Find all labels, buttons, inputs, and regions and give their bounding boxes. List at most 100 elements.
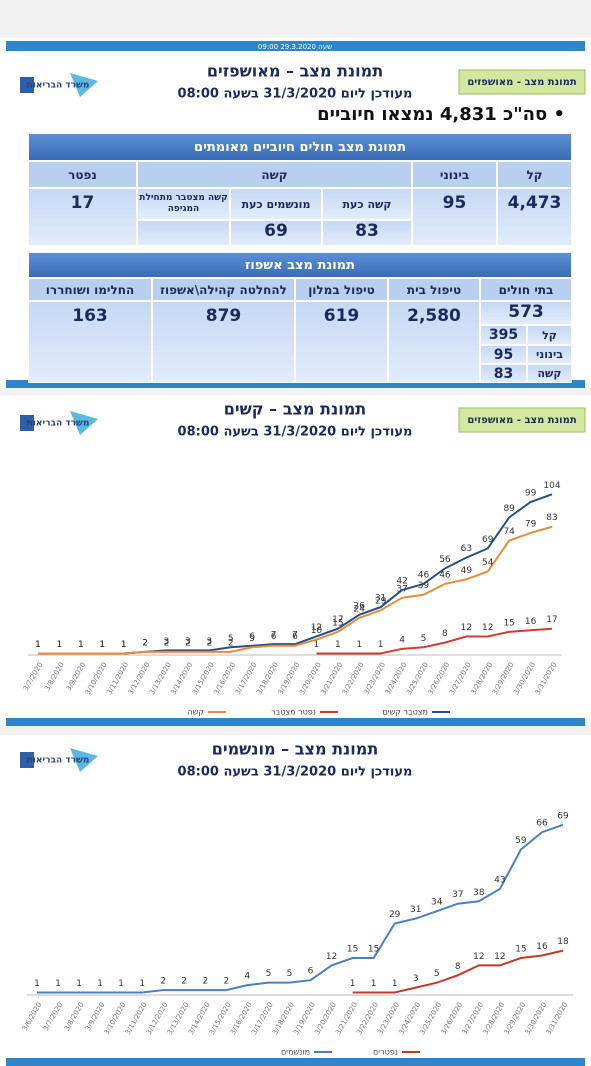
value-label: 17 <box>332 615 343 625</box>
table-title: תמונת מצב אשפוז <box>28 252 572 278</box>
value-label: 16 <box>536 942 548 952</box>
value-label: 1 <box>356 640 362 650</box>
summary: • סה"כ 4,831 נמצאו חיוביים <box>317 104 565 125</box>
value-label: 56 <box>439 555 451 565</box>
value-label: 2 <box>228 638 234 648</box>
cell: 163 <box>28 301 152 383</box>
cell: 4,473 <box>497 188 572 246</box>
cell: 83 <box>322 220 412 246</box>
tag <box>458 407 586 433</box>
value-label: 5 <box>228 634 234 644</box>
value-label: 5 <box>287 969 293 979</box>
cell: 879 <box>152 301 295 383</box>
logo-mark <box>70 411 98 435</box>
chart-subtitle: מעודכן ליום 31/3/2020 בשעה 08:00 <box>178 765 413 780</box>
value-label: 15 <box>347 945 358 955</box>
value-label: 104 <box>543 481 560 491</box>
value-label: 12 <box>326 952 337 962</box>
series-line <box>352 949 564 994</box>
value-label: 6 <box>308 967 314 977</box>
value-label: 38 <box>473 888 485 898</box>
sub-header: קשה מצטבר מתחילת המגיפה <box>137 188 230 220</box>
value-label: 43 <box>494 875 505 885</box>
cell: 17 <box>28 188 137 246</box>
value-label: 18 <box>557 937 569 947</box>
chart-subtitle: מעודכן ליום 31/3/2020 בשעה 08:00 <box>178 425 413 440</box>
value-label: 24 <box>354 604 366 614</box>
value-label: 4 <box>399 635 405 645</box>
value-label: 34 <box>431 898 443 908</box>
value-label: 37 <box>452 890 463 900</box>
value-label: 54 <box>482 558 494 568</box>
value-label: 7 <box>292 631 298 641</box>
value-label: 83 <box>546 513 557 523</box>
value-label: 1 <box>121 640 127 650</box>
value-label: 1 <box>35 640 41 650</box>
value-label: 63 <box>461 544 472 554</box>
value-label: 1 <box>57 640 63 650</box>
value-label: 2 <box>160 977 166 987</box>
value-label: 1 <box>97 979 103 989</box>
value-label: 5 <box>434 969 440 979</box>
header: בתי חולים <box>480 278 572 301</box>
chart-title: תמונת מצב – מונשמים <box>212 740 379 759</box>
subtitle: מעודכן ליום 31/3/2020 בשעה 08:00 <box>178 87 413 102</box>
value-label: 31 <box>375 594 386 604</box>
value-label: 1 <box>99 640 105 650</box>
value-label: 15 <box>368 945 379 955</box>
panel <box>0 395 591 725</box>
value-label: 59 <box>515 836 527 846</box>
cell: 95 <box>412 188 497 246</box>
cell: 573 <box>480 301 572 325</box>
value-label: 2 <box>142 638 148 648</box>
value-label: 3 <box>185 637 191 647</box>
value-label: 12 <box>311 623 322 633</box>
series-line <box>38 525 553 655</box>
value-label: 1 <box>78 640 84 650</box>
tag <box>458 69 586 95</box>
value-label: 2 <box>185 638 191 648</box>
series-line <box>316 627 553 655</box>
value-label: 46 <box>418 570 430 580</box>
logo-text: משרד הבריאות <box>27 81 90 91</box>
strip <box>6 1058 585 1066</box>
value-label: 12 <box>461 623 472 633</box>
summary-text: סה"כ 4,831 נמצאו חיוביים <box>317 104 548 125</box>
cell <box>137 220 230 246</box>
value-label: 2 <box>202 977 208 987</box>
row-label: קל <box>527 325 572 345</box>
value-label: 69 <box>557 811 569 821</box>
value-label: 1 <box>57 640 63 650</box>
legend-label: קשה <box>187 708 204 717</box>
cell: 95 <box>480 345 527 364</box>
row-label: בינוני <box>527 345 572 364</box>
legend-label: נפטרים <box>373 1048 398 1057</box>
value-label: 1 <box>34 979 40 989</box>
value-label: 42 <box>396 577 407 587</box>
value-label: 5 <box>249 634 255 644</box>
value-label: 15 <box>515 945 526 955</box>
value-label: 1 <box>118 979 124 989</box>
value-label: 2 <box>164 638 170 648</box>
value-label: 6 <box>271 632 277 642</box>
value-label: 1 <box>99 640 105 650</box>
cell: 395 <box>480 325 527 345</box>
legend-label: נפטר מצטבר <box>271 708 316 717</box>
logo-text: משרד הבריאות <box>27 756 90 766</box>
value-label: 5 <box>421 634 427 644</box>
value-label: 99 <box>525 489 537 499</box>
value-label: 49 <box>461 566 473 576</box>
panel <box>0 735 591 1066</box>
value-label: 8 <box>442 629 448 639</box>
header: טיפול במלון <box>295 278 388 301</box>
sub-header: קשה כעת <box>322 188 412 220</box>
header: בינוני <box>412 161 497 188</box>
value-label: 1 <box>55 979 61 989</box>
value-label: 1 <box>78 640 84 650</box>
logo-mark <box>20 77 34 93</box>
value-label: 79 <box>525 519 537 529</box>
value-label: 5 <box>266 969 272 979</box>
value-label: 29 <box>389 910 401 920</box>
value-label: 3 <box>206 637 212 647</box>
